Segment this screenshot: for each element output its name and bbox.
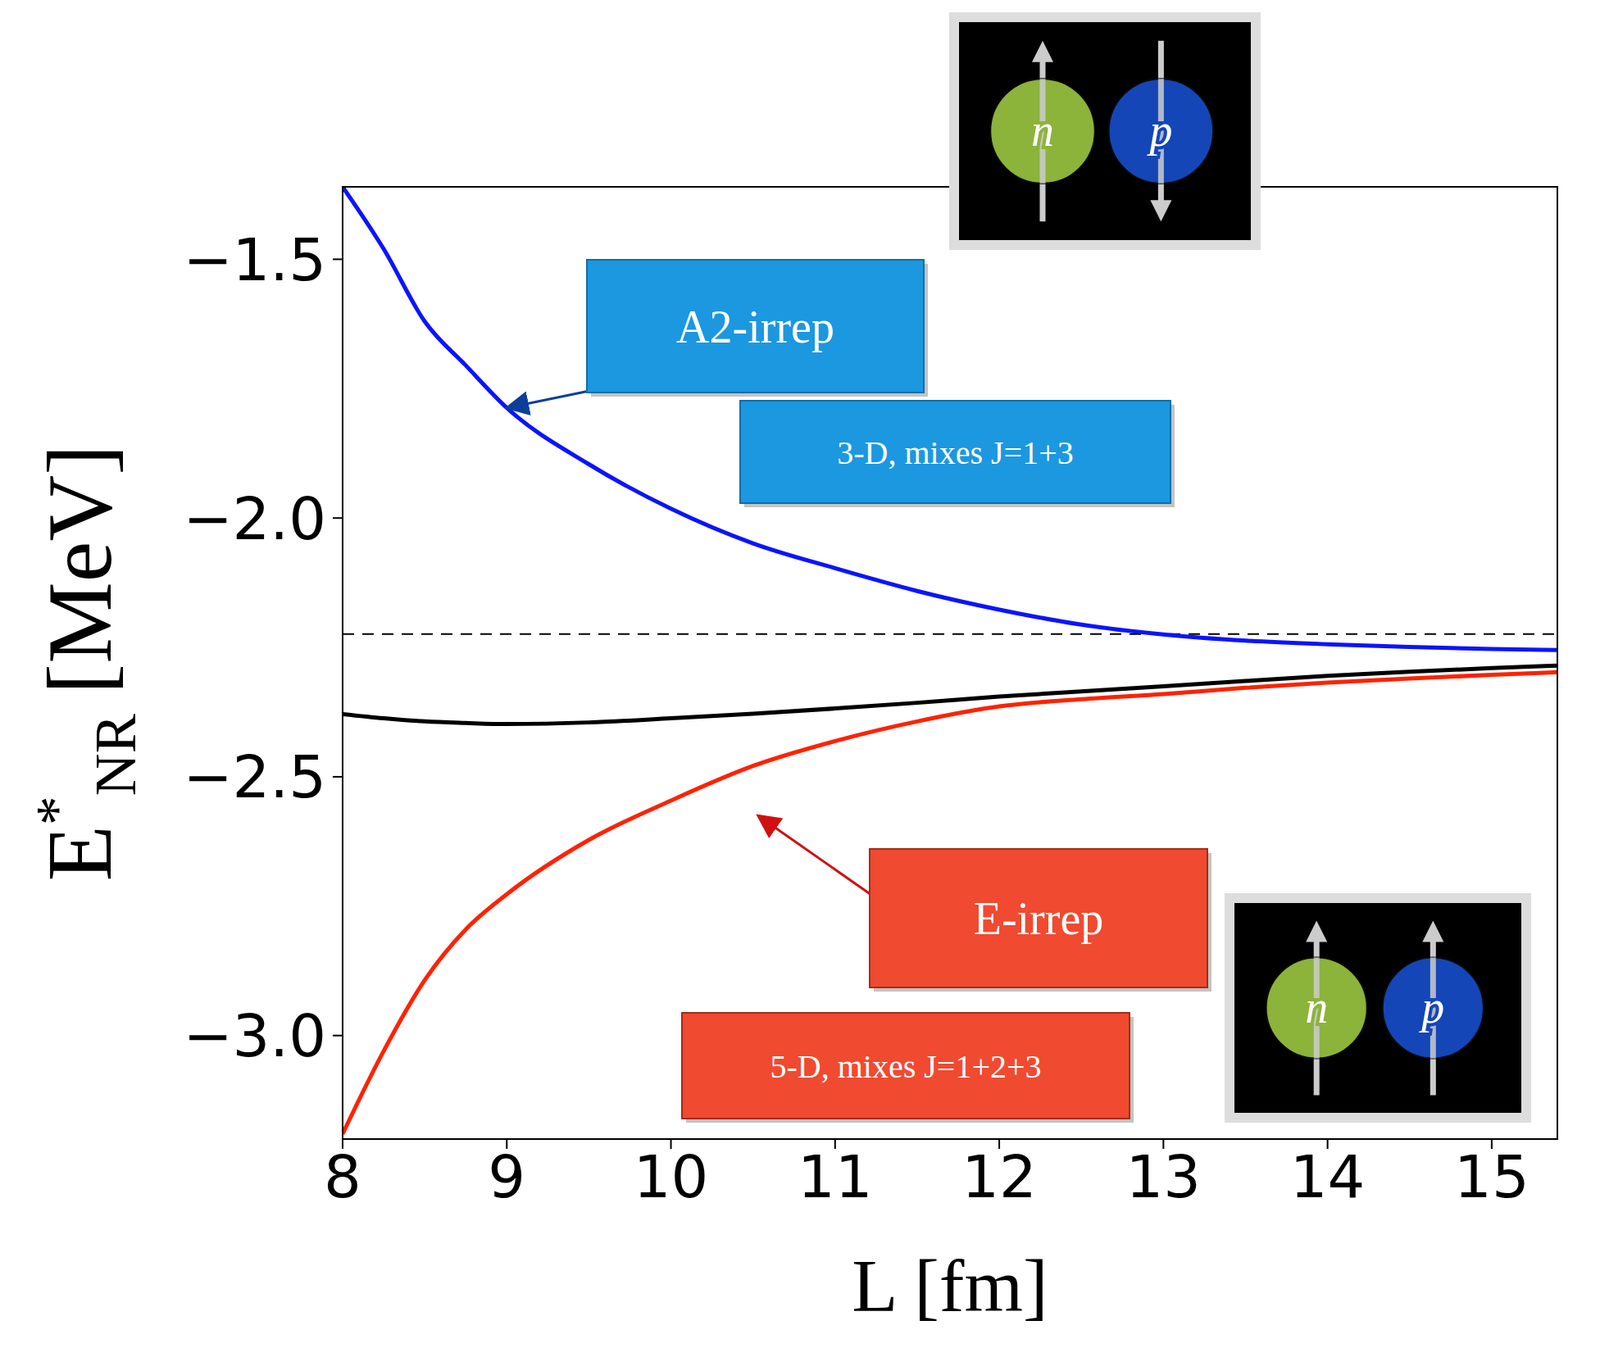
svg-text:11: 11 [797, 1142, 873, 1212]
svg-text:n: n [1304, 981, 1328, 1033]
svg-text:E*NR[MeV]: E*NR[MeV] [23, 444, 149, 882]
svg-text:3-D, mixes J=1+3: 3-D, mixes J=1+3 [836, 434, 1073, 472]
svg-text:12: 12 [961, 1142, 1037, 1212]
svg-text:15: 15 [1454, 1142, 1530, 1212]
svg-text:L [fm]: L [fm] [851, 1244, 1048, 1328]
svg-text:−3.0: −3.0 [182, 1001, 327, 1071]
svg-text:p: p [1145, 104, 1173, 156]
svg-text:p: p [1418, 981, 1445, 1033]
svg-text:n: n [1031, 104, 1055, 156]
svg-text:−2.0: −2.0 [182, 484, 327, 554]
svg-text:E-irrep: E-irrep [973, 893, 1105, 945]
svg-text:5-D, mixes J=1+2+3: 5-D, mixes J=1+2+3 [770, 1048, 1042, 1086]
svg-text:13: 13 [1126, 1142, 1202, 1212]
svg-text:−1.5: −1.5 [182, 225, 327, 295]
svg-text:−2.5: −2.5 [182, 742, 327, 812]
svg-text:10: 10 [633, 1142, 710, 1212]
svg-text:9: 9 [487, 1142, 526, 1212]
svg-text:8: 8 [323, 1142, 362, 1212]
svg-text:A2-irrep: A2-irrep [676, 301, 835, 353]
svg-text:14: 14 [1290, 1142, 1366, 1212]
